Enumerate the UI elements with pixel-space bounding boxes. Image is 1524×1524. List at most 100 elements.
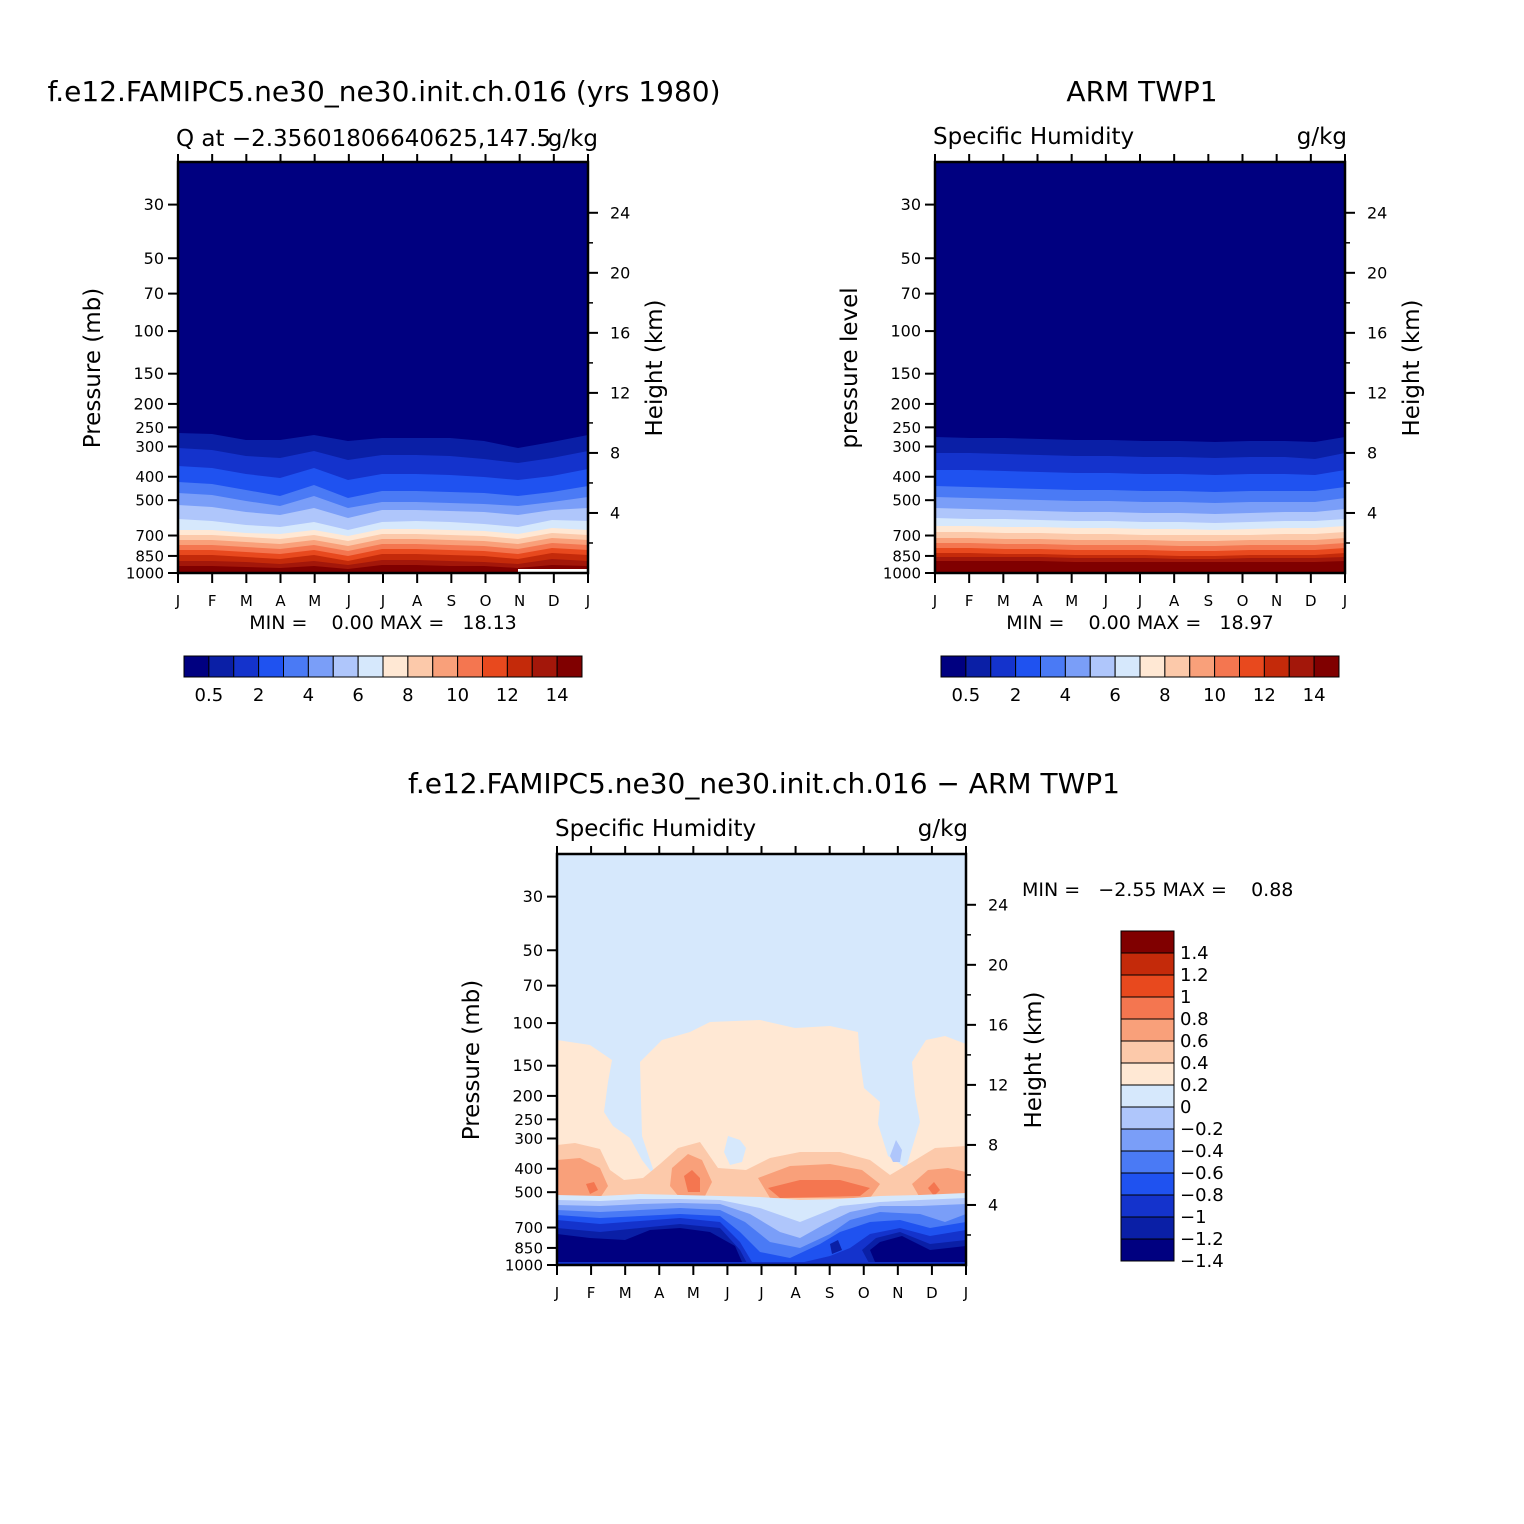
pressure-tick-label: 100 [890, 322, 921, 341]
colorbar-swatch [183, 655, 210, 678]
contour-band [935, 561, 1345, 573]
panel-obs-title: ARM TWP1 [1066, 75, 1217, 108]
height-tick-label: 4 [1367, 503, 1377, 522]
height-tick-label: 20 [610, 263, 630, 282]
month-tick-label: O [858, 1284, 870, 1302]
colorbar-swatch [382, 655, 409, 678]
panel-diff-minmax: MIN = −2.55 MAX = 0.88 [1022, 879, 1293, 901]
height-tick-label: 24 [988, 895, 1008, 914]
pressure-tick-label: 1000 [883, 565, 921, 583]
colorbar-label: 6 [352, 685, 363, 706]
pressure-tick-label: 150 [512, 1056, 543, 1075]
colorbar-swatch [965, 655, 992, 678]
pressure-tick-label: 400 [135, 468, 164, 486]
pressure-tick-label: 400 [514, 1160, 543, 1178]
colorbar-label: 1.4 [1180, 943, 1209, 964]
month-tick-label: A [1169, 592, 1180, 610]
colorbar-swatch [357, 655, 384, 678]
pressure-tick-label: 150 [133, 364, 164, 383]
colorbar-swatch [233, 655, 260, 678]
colorbar-swatch [1120, 1018, 1175, 1042]
colorbar-label: 0.5 [195, 685, 224, 706]
colorbar-swatch [1120, 1062, 1175, 1086]
month-tick-label: J [1103, 592, 1108, 610]
month-tick-label: M [240, 592, 253, 610]
colorbar-label: −1.2 [1180, 1229, 1224, 1250]
month-tick-label: F [965, 592, 974, 610]
height-tick-label: 16 [610, 323, 630, 342]
colorbar-label: 14 [546, 685, 569, 706]
pressure-tick-label: 700 [514, 1219, 543, 1237]
panel-diff-title: f.e12.FAMIPC5.ne30_ne30.init.ch.016 − AR… [408, 767, 1120, 800]
height-tick-label: 24 [1367, 203, 1387, 222]
month-tick-label: J [932, 592, 937, 610]
pressure-tick-label: 70 [901, 284, 921, 303]
height-axis: 24 20 16 12 8 4 [1345, 203, 1387, 544]
colorbar-swatch [1120, 974, 1175, 998]
colorbar-label: 4 [303, 685, 314, 706]
month-tick-label: M [1065, 592, 1078, 610]
pressure-tick-label: 100 [133, 322, 164, 341]
colorbar-label: 8 [402, 685, 413, 706]
panel-model-plot-area [178, 162, 588, 573]
height-tick-label: 12 [1367, 383, 1387, 402]
month-tick-label: A [1032, 592, 1043, 610]
pressure-tick-label: 1000 [126, 565, 164, 583]
pressure-tick-label: 850 [892, 547, 921, 565]
height-tick-label: 16 [1367, 323, 1387, 342]
pressure-tick-label: 200 [133, 394, 164, 413]
panel-model-title: f.e12.FAMIPC5.ne30_ne30.init.ch.016 (yrs… [47, 75, 720, 108]
month-tick-label: O [1237, 592, 1249, 610]
colorbar-swatch [1263, 655, 1290, 678]
pressure-tick-label: 500 [514, 1184, 543, 1202]
pressure-tick-label: 250 [135, 419, 164, 437]
pressure-tick-label: 500 [135, 492, 164, 510]
contour-band [890, 1140, 902, 1162]
colorbar-swatch [258, 655, 284, 678]
colorbar-swatch [332, 655, 359, 678]
colorbar-swatch [1120, 1106, 1175, 1130]
month-tick-label: J [554, 1284, 559, 1302]
colorbar-swatch [432, 655, 459, 678]
colorbar-swatch [1089, 655, 1116, 678]
colorbar-swatch [556, 655, 583, 678]
pressure-tick-label: 850 [514, 1239, 543, 1257]
month-tick-label: J [380, 592, 385, 610]
month-tick-label: S [1204, 592, 1214, 610]
colorbar-label: 0.8 [1180, 1009, 1209, 1030]
panel-diff-plot-area [557, 854, 966, 1265]
panel-obs-ylabel: pressure level [837, 287, 863, 448]
panel-diff-ylabel: Pressure (mb) [459, 980, 485, 1140]
colorbar-label: −0.2 [1180, 1119, 1224, 1140]
missing-data-strip [518, 569, 588, 573]
pressure-tick-label: 1000 [505, 1257, 543, 1275]
colorbar-label: 6 [1109, 685, 1120, 706]
colorbar-swatch [1120, 1040, 1175, 1064]
colorbar-swatch [1120, 1128, 1175, 1152]
colorbar-swatch [1114, 655, 1141, 678]
colorbar-label: −1.4 [1180, 1251, 1224, 1272]
colorbar-label: 14 [1303, 685, 1326, 706]
month-tick-label: N [1271, 592, 1282, 610]
month-tick-label: M [619, 1284, 632, 1302]
month-tick-label: S [447, 592, 457, 610]
month-tick-label: M [997, 592, 1010, 610]
panel-diff-colorbar: 1.41.210.80.60.40.20−0.2−0.4−0.6−0.8−1−1… [1120, 930, 1224, 1272]
pressure-tick-label: 30 [523, 887, 543, 906]
height-tick-label: 16 [988, 1015, 1008, 1034]
month-tick-label: A [275, 592, 286, 610]
colorbar-swatch [1288, 655, 1315, 678]
height-tick-label: 12 [988, 1075, 1008, 1094]
colorbar-swatch [1239, 655, 1265, 678]
month-tick-label: J [724, 1284, 729, 1302]
month-tick-label: J [963, 1284, 968, 1302]
colorbar-label: 0.5 [952, 685, 981, 706]
month-tick-label: A [654, 1284, 665, 1302]
colorbar-swatch [1120, 1084, 1175, 1108]
panel-model-minmax: MIN = 0.00 MAX = 18.13 [249, 612, 517, 634]
colorbar-swatch [1120, 1172, 1175, 1196]
